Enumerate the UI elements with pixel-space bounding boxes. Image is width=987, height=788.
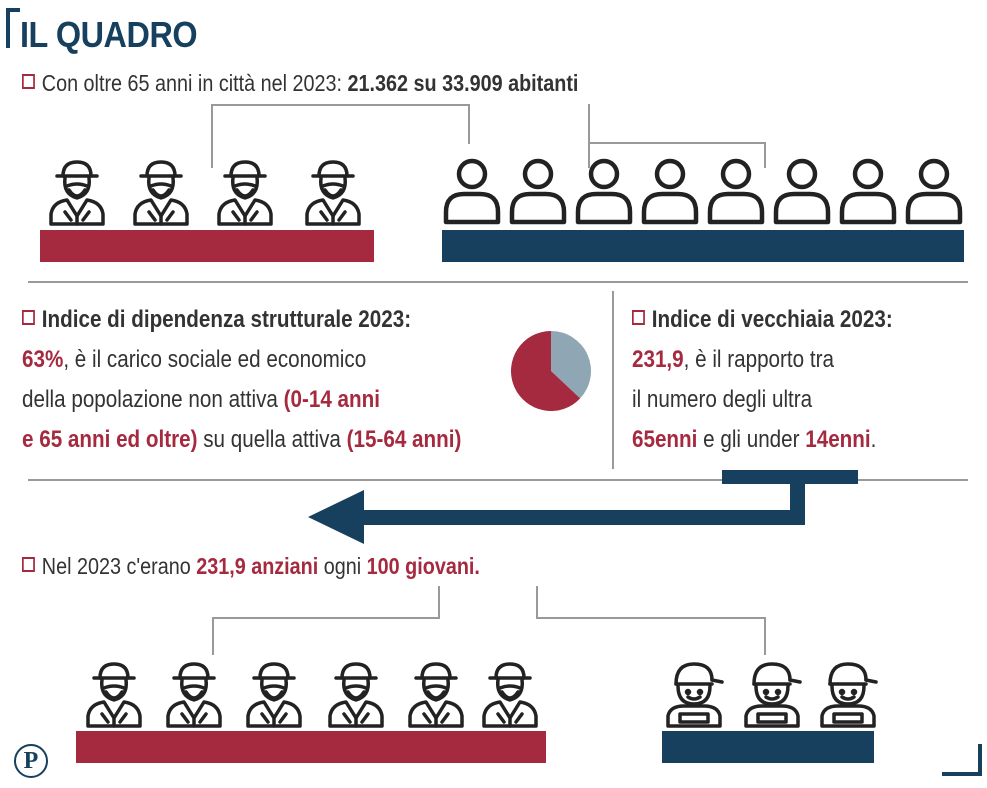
- bullet-square-icon: [632, 310, 645, 325]
- connector-elderly-2: [212, 617, 440, 619]
- elderly-person-icon: [476, 658, 544, 728]
- elderly-person-icon: [402, 658, 470, 728]
- person-outline-icon: [572, 156, 636, 226]
- bullet-square-icon: [22, 310, 35, 325]
- connector-young-drop: [764, 617, 766, 655]
- person-outline-icon: [440, 156, 504, 226]
- child-with-cap-icon: [816, 658, 880, 728]
- dependency-line-2: della popolazione non attiva (0-14 anni: [22, 386, 380, 413]
- connector-total-drop: [764, 142, 766, 168]
- divider: [28, 479, 968, 481]
- corner-mark-top-left: [6, 8, 20, 48]
- person-outline-icon: [506, 156, 570, 226]
- connector-young: [536, 617, 766, 619]
- divider: [28, 281, 968, 283]
- corner-mark-bottom-right: [942, 744, 982, 776]
- child-with-cap-icon: [662, 658, 726, 728]
- bullet-square-icon: [22, 557, 35, 572]
- flow-arrow-icon: [308, 470, 858, 544]
- dependency-heading: Indice di dipendenza strutturale 2023:: [22, 300, 411, 340]
- publisher-logo-icon: P: [14, 744, 48, 778]
- pie-slice-active: [551, 331, 591, 399]
- person-outline-icon: [638, 156, 702, 226]
- person-outline-icon: [836, 156, 900, 226]
- elderly-person-icon: [300, 156, 366, 226]
- ratio-line: Nel 2023 c'erano 231,9 anziani ogni 100 …: [22, 553, 480, 580]
- elderly-person-icon: [212, 156, 278, 226]
- pie-slice-dependent: [511, 331, 581, 411]
- connector-elderly: [211, 104, 470, 168]
- elderly-ratio-bar: [76, 731, 546, 763]
- person-outline-icon: [704, 156, 768, 226]
- connector-total: [588, 104, 766, 168]
- young-ratio-bar: [662, 731, 874, 763]
- ageing-line-3: 65enni e gli under 14enni.: [632, 426, 877, 453]
- elderly-person-icon: [160, 658, 228, 728]
- connector-young-stem: [536, 586, 538, 619]
- page-title: IL QUADRO: [20, 14, 198, 55]
- connector-total-h: [588, 142, 766, 144]
- population-line: Con oltre 65 anni in città nel 2023: 21.…: [22, 70, 578, 97]
- ageing-line-1: 231,9, è il rapporto tra: [632, 346, 834, 373]
- connector-elderly-2-drop: [212, 617, 214, 655]
- person-outline-icon: [902, 156, 966, 226]
- elderly-person-icon: [240, 658, 308, 728]
- elderly-person-icon: [322, 658, 390, 728]
- child-with-cap-icon: [740, 658, 804, 728]
- connector-elderly-stem: [468, 104, 470, 144]
- dependency-line-3: e 65 anni ed oltre) su quella attiva (15…: [22, 426, 462, 453]
- person-outline-icon: [770, 156, 834, 226]
- elderly-person-icon: [80, 658, 148, 728]
- elderly-bar: [40, 230, 374, 262]
- total-population-bar: [442, 230, 964, 262]
- dependency-line-1: 63%, è il carico sociale ed economico: [22, 346, 367, 373]
- elderly-person-icon: [128, 156, 194, 226]
- ageing-line-2: il numero degli ultra: [632, 386, 813, 413]
- connector-elderly-2-stem: [438, 586, 440, 619]
- bullet-square-icon: [22, 74, 35, 89]
- vertical-divider: [612, 291, 614, 469]
- ageing-heading: Indice di vecchiaia 2023:: [632, 300, 893, 340]
- dependency-pie-chart: [511, 331, 591, 411]
- elderly-person-icon: [44, 156, 110, 226]
